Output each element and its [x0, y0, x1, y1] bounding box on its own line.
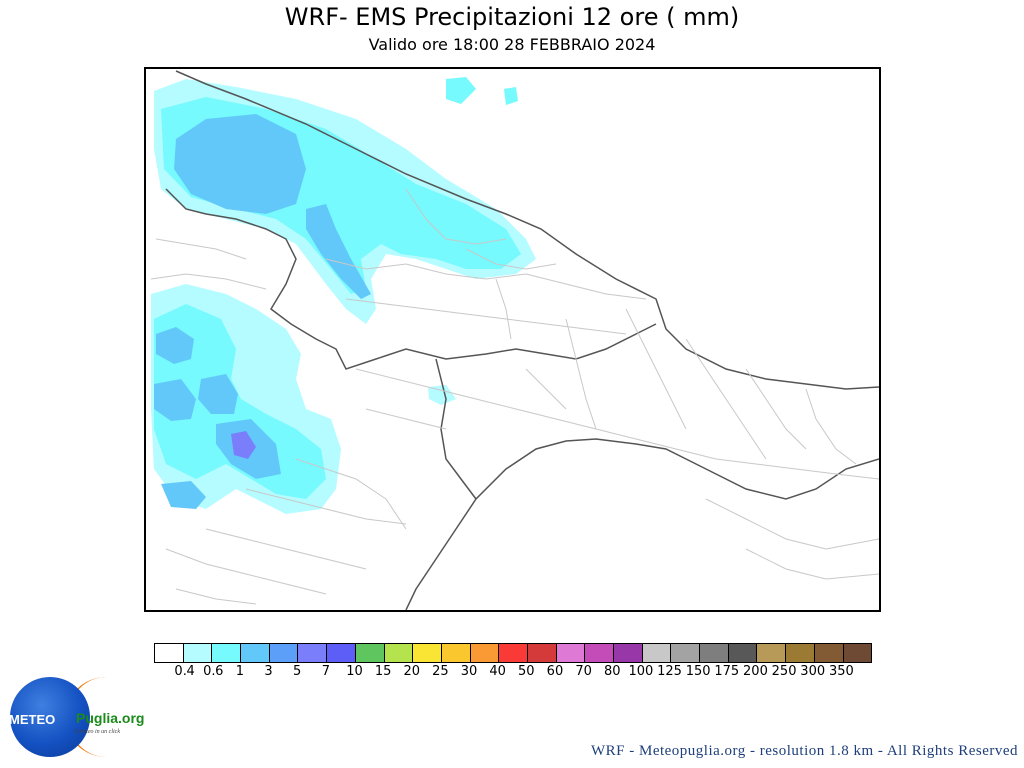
legend-swatch	[183, 644, 213, 662]
legend-swatch	[728, 644, 758, 662]
meteopuglia-logo: METEO Puglia.org Il meteo in un click	[8, 675, 148, 763]
logo-blue-globe	[10, 677, 90, 757]
legend-label: 300	[800, 664, 826, 679]
precip-area-core	[231, 431, 256, 459]
legend-label: 350	[828, 664, 854, 679]
precipitation-fields	[151, 77, 536, 514]
legend-label: 50	[518, 664, 535, 679]
legend-swatch	[155, 644, 184, 662]
precip-area-west-strong-1	[156, 327, 194, 364]
legend-label: 175	[714, 664, 740, 679]
legend-label: 20	[403, 664, 421, 679]
legend-swatch	[269, 644, 299, 662]
legend-label: 70	[575, 664, 592, 679]
logo-puglia-text: Puglia.org	[76, 710, 145, 726]
legend-swatch	[614, 644, 643, 662]
legend-label: 60	[546, 664, 564, 679]
legend-swatch	[241, 644, 270, 662]
validity-subtitle: Valido ore 18:00 28 FEBBRAIO 2024	[368, 35, 656, 54]
precipitation-color-scale	[154, 643, 872, 663]
legend-label: 25	[432, 664, 449, 679]
legend-label: 125	[657, 664, 682, 679]
legend-swatch	[585, 644, 614, 662]
legend-swatch	[642, 644, 672, 662]
legend-swatch	[298, 644, 328, 662]
legend-label: 3	[264, 664, 273, 679]
legend-swatch	[212, 644, 242, 662]
legend-label: 1	[235, 664, 245, 679]
legend-swatch	[413, 644, 442, 662]
legend-label: 150	[685, 664, 711, 679]
precip-area-west-strong-2	[154, 379, 196, 421]
legend-label: 0.	[174, 664, 187, 679]
legend-label: 250	[771, 664, 797, 679]
legend-swatch	[757, 644, 787, 662]
precip-area-west-strong-3	[198, 374, 238, 414]
legend-label: 30	[460, 664, 478, 679]
precip-area-small-2	[504, 87, 518, 105]
legend-swatch	[499, 644, 528, 662]
legend-label: 15	[374, 664, 392, 679]
regional-border	[165, 188, 657, 500]
legend-label: 7	[321, 664, 330, 679]
legend-swatch	[671, 644, 701, 662]
precip-area-west-strong-5	[161, 481, 206, 509]
legend-swatch	[700, 644, 729, 662]
legend-label: 0.	[203, 664, 216, 679]
legend-swatch	[556, 644, 586, 662]
legend-swatch	[384, 644, 414, 662]
precip-area-north-strong	[174, 114, 306, 214]
footer-credits: WRF - Meteopuglia.org - resolution 1.8 k…	[590, 743, 1018, 759]
precip-area-small-3	[428, 385, 456, 405]
legend-swatch	[843, 644, 872, 662]
coastline	[175, 70, 879, 610]
chart-title: WRF- EMS Precipitazioni 12 ore ( mm)	[284, 3, 740, 31]
legend-swatch	[527, 644, 557, 662]
precip-area-west-medium	[154, 304, 326, 499]
legend-label: 4	[186, 664, 195, 679]
precip-area-inland-streak	[306, 204, 371, 299]
legend-swatch	[470, 644, 500, 662]
legend-label: 40	[489, 664, 506, 679]
legend-label: 5	[293, 664, 302, 679]
legend-label: 100	[628, 664, 654, 679]
precipitation-scale-labels: 0. 4 0. 6 1 3 5 7 10 15 20 25 30 40 50 60 70 80 100 125 150 1…	[154, 664, 872, 682]
legend-label: 6	[215, 664, 224, 679]
legend-label: 10	[346, 664, 363, 679]
municipal-boundaries	[150, 188, 879, 605]
legend-swatch	[441, 644, 471, 662]
logo-tagline: Il meteo in un click	[74, 729, 120, 735]
legend-label: 200	[743, 664, 768, 679]
legend-label: 80	[603, 664, 621, 679]
legend-swatch	[355, 644, 385, 662]
precip-area-small-1	[446, 77, 476, 104]
logo-meteo-text: METEO	[9, 712, 56, 727]
legend-swatch	[327, 644, 356, 662]
map-canvas	[150, 70, 879, 610]
precipitation-map	[144, 67, 881, 612]
legend-swatch	[814, 644, 844, 662]
legend-swatch	[786, 644, 815, 662]
